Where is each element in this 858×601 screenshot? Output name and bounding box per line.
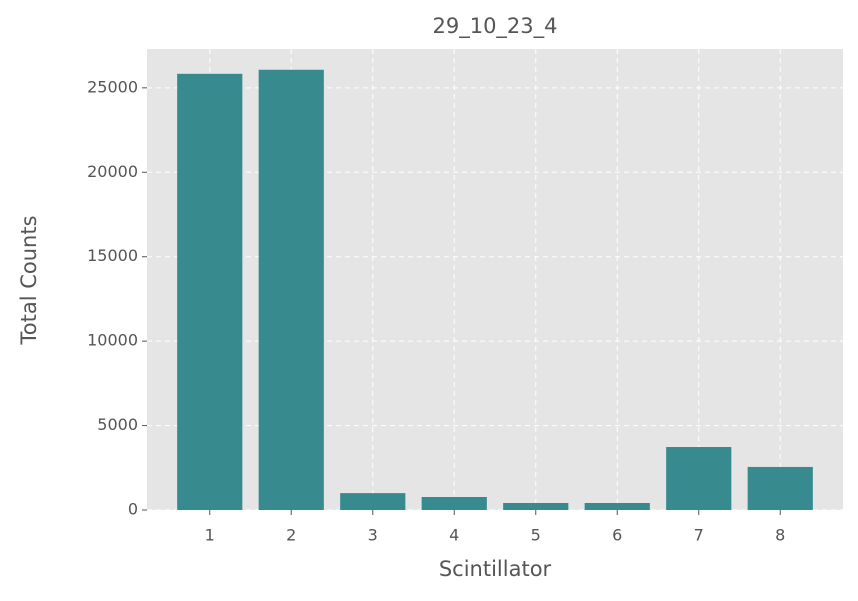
y-tick-label: 5000: [97, 415, 138, 434]
x-tick-label: 6: [612, 526, 622, 545]
bar: [584, 502, 650, 510]
chart-title: 29_10_23_4: [432, 14, 557, 39]
bar: [503, 502, 569, 510]
bar: [747, 466, 813, 510]
y-tick-label: 10000: [87, 331, 138, 350]
bar: [340, 493, 406, 510]
bar: [666, 447, 732, 510]
x-tick-label: 5: [531, 526, 541, 545]
y-tick-label: 25000: [87, 77, 138, 96]
bar: [421, 496, 487, 510]
x-tick-label: 4: [449, 526, 459, 545]
bar: [258, 69, 324, 511]
x-tick-label: 1: [205, 526, 215, 545]
y-axis-label: Total Counts: [17, 215, 41, 345]
x-tick-label: 8: [775, 526, 785, 545]
bar: [177, 73, 243, 511]
x-tick-label: 2: [286, 526, 296, 545]
x-axis-label: Scintillator: [439, 557, 552, 581]
y-tick-label: 20000: [87, 162, 138, 181]
x-tick-label: 3: [368, 526, 378, 545]
plot-area: [147, 49, 843, 510]
y-tick-label: 0: [128, 500, 138, 519]
x-tick-label: 7: [694, 526, 704, 545]
y-tick-label: 15000: [87, 246, 138, 265]
